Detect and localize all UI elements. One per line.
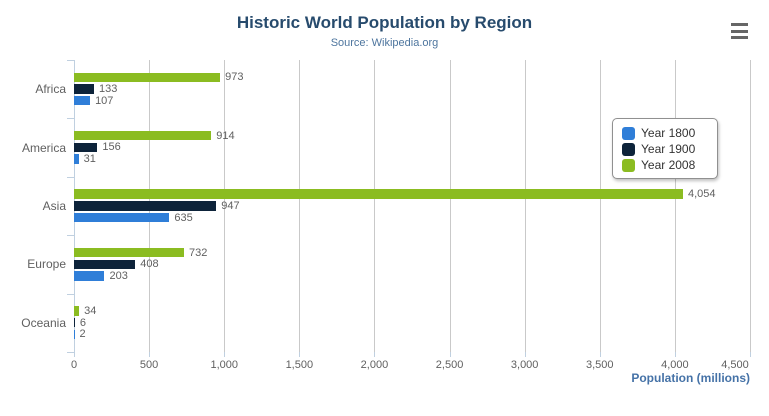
axis-tick (299, 352, 301, 357)
x-axis-tick-label: 1,500 (285, 359, 314, 371)
data-label: 914 (216, 129, 235, 142)
category-label: Oceania (21, 315, 66, 330)
legend-label: Year 1900 (641, 142, 696, 156)
data-label: 203 (109, 269, 128, 282)
x-axis-tick-label: 3,500 (586, 359, 614, 371)
data-label: 31 (83, 153, 96, 166)
bar-year-1800-asia[interactable] (74, 212, 170, 223)
menu-bar (731, 36, 748, 39)
menu-bar (731, 29, 748, 33)
gridline (674, 60, 676, 352)
legend-swatch-icon (622, 142, 635, 156)
legend-label: Year 1800 (641, 126, 696, 140)
bar-year-1800-africa[interactable] (74, 96, 91, 106)
bar-year-1800-oceania[interactable] (74, 329, 75, 339)
axis-tick (449, 352, 451, 357)
legend: Year 1800 Year 1900 Year 2008 (612, 118, 718, 179)
category-label: Europe (27, 257, 66, 272)
x-axis-title: Population (millions) (631, 371, 750, 385)
bar-year-2008-africa[interactable] (74, 72, 221, 83)
category-axis-tick (67, 293, 74, 295)
axis-tick (674, 352, 676, 357)
gridline (299, 60, 301, 352)
gridline (449, 60, 451, 352)
legend-swatch-icon (622, 126, 635, 140)
data-label: 133 (98, 83, 118, 96)
x-axis-tick-label: 3,000 (510, 359, 539, 371)
category-axis-tick (67, 352, 74, 353)
category-label: Africa (35, 82, 66, 97)
axis-tick (599, 352, 601, 357)
category-axis-tick (67, 118, 74, 120)
legend-swatch-icon (622, 158, 635, 172)
bar-year-2008-america[interactable] (74, 131, 212, 141)
category-axis-tick (67, 235, 74, 237)
data-label: 4,054 (688, 188, 716, 201)
axis-tick (224, 352, 226, 357)
x-axis-tick-label: 2,000 (360, 359, 389, 371)
gridline (224, 60, 226, 352)
legend-item-year-1800[interactable]: Year 1800 (622, 125, 710, 141)
gridline (374, 60, 376, 352)
x-axis-tick-label: 0 (70, 359, 78, 371)
bar-year-1900-america[interactable] (74, 142, 98, 153)
x-axis-tick-label: 1,000 (210, 359, 238, 371)
chart-title: Historic World Population by Region (236, 13, 533, 32)
data-label: 34 (84, 304, 97, 317)
x-axis-tick-label: 4,500 (721, 359, 749, 371)
gridline (524, 60, 526, 352)
bar-year-1800-america[interactable] (74, 154, 79, 164)
legend-item-year-1900[interactable]: Year 1900 (622, 141, 710, 157)
bar-year-1900-africa[interactable] (74, 84, 94, 94)
data-label: 107 (95, 94, 114, 107)
axis-tick (149, 352, 151, 357)
category-label: America (21, 140, 66, 155)
hamburger-menu-icon[interactable] (731, 22, 751, 40)
axis-tick (374, 352, 376, 357)
legend-item-year-2008[interactable]: Year 2008 (622, 157, 710, 173)
data-label: 156 (102, 141, 121, 154)
data-label: 732 (188, 246, 208, 259)
legend-label: Year 2008 (641, 158, 696, 172)
category-label: Asia (42, 199, 66, 213)
gridline (599, 60, 601, 352)
axis-tick (74, 352, 75, 357)
axis-tick (750, 352, 751, 357)
gridline (750, 60, 751, 352)
bar-year-2008-europe[interactable] (74, 247, 184, 258)
bar-year-2008-oceania[interactable] (74, 306, 80, 316)
data-label: 408 (140, 258, 159, 271)
data-label: 973 (225, 71, 244, 84)
chart-subtitle: Source: Wikipedia.org (330, 37, 439, 49)
data-label: 6 (79, 316, 87, 329)
data-label: 947 (221, 199, 240, 212)
data-label: 635 (174, 211, 193, 224)
axis-tick (524, 352, 526, 357)
category-axis-tick (67, 176, 74, 178)
menu-bar (731, 23, 748, 26)
x-axis-tick-label: 2,500 (435, 359, 464, 371)
bar-year-1900-oceania[interactable] (74, 317, 75, 328)
x-axis-tick-label: 500 (139, 359, 159, 371)
bar-year-1900-europe[interactable] (74, 259, 136, 269)
x-axis-tick-label: 4,000 (661, 359, 689, 371)
bar-year-1900-asia[interactable] (74, 201, 217, 211)
category-axis-tick (67, 60, 74, 61)
data-label: 2 (79, 328, 86, 341)
bar-year-1800-europe[interactable] (74, 271, 105, 281)
bar-year-2008-asia[interactable] (74, 189, 683, 199)
